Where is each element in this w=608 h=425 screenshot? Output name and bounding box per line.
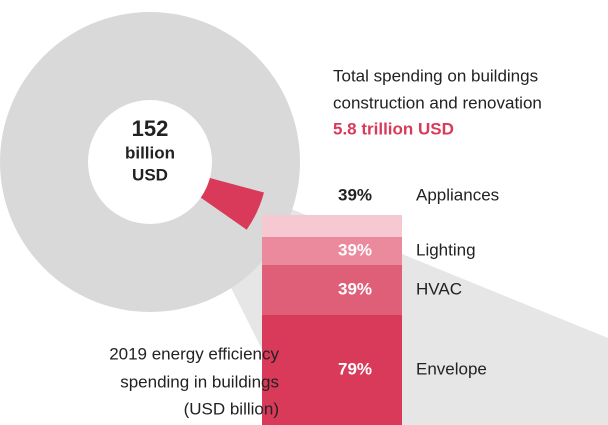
- total-amount: 5.8 trillion USD: [333, 119, 454, 138]
- segment-pct: 79%: [338, 359, 372, 378]
- segment: [262, 265, 402, 315]
- caption: 2019 energy efficiency: [109, 344, 279, 363]
- donut-hole: [88, 100, 212, 224]
- segment: [262, 215, 402, 237]
- total-text: Total spending on buildings: [333, 66, 538, 85]
- center-unit: USD: [132, 165, 168, 184]
- efficiency-slice: [200, 178, 264, 230]
- caption: (USD billion): [184, 399, 279, 418]
- segment: [262, 315, 402, 425]
- center-value: 152: [132, 116, 169, 141]
- segment-pct: 39%: [338, 185, 372, 204]
- segment-label: HVAC: [416, 279, 462, 298]
- segment-label: Lighting: [416, 240, 476, 259]
- total-text: construction and renovation: [333, 93, 542, 112]
- segment-pct: 39%: [338, 279, 372, 298]
- center-unit: billion: [125, 143, 175, 162]
- segment-label: Envelope: [416, 359, 487, 378]
- segment: [262, 237, 402, 265]
- segment-label: Appliances: [416, 185, 499, 204]
- caption: spending in buildings: [120, 372, 279, 391]
- segment-pct: 39%: [338, 240, 372, 259]
